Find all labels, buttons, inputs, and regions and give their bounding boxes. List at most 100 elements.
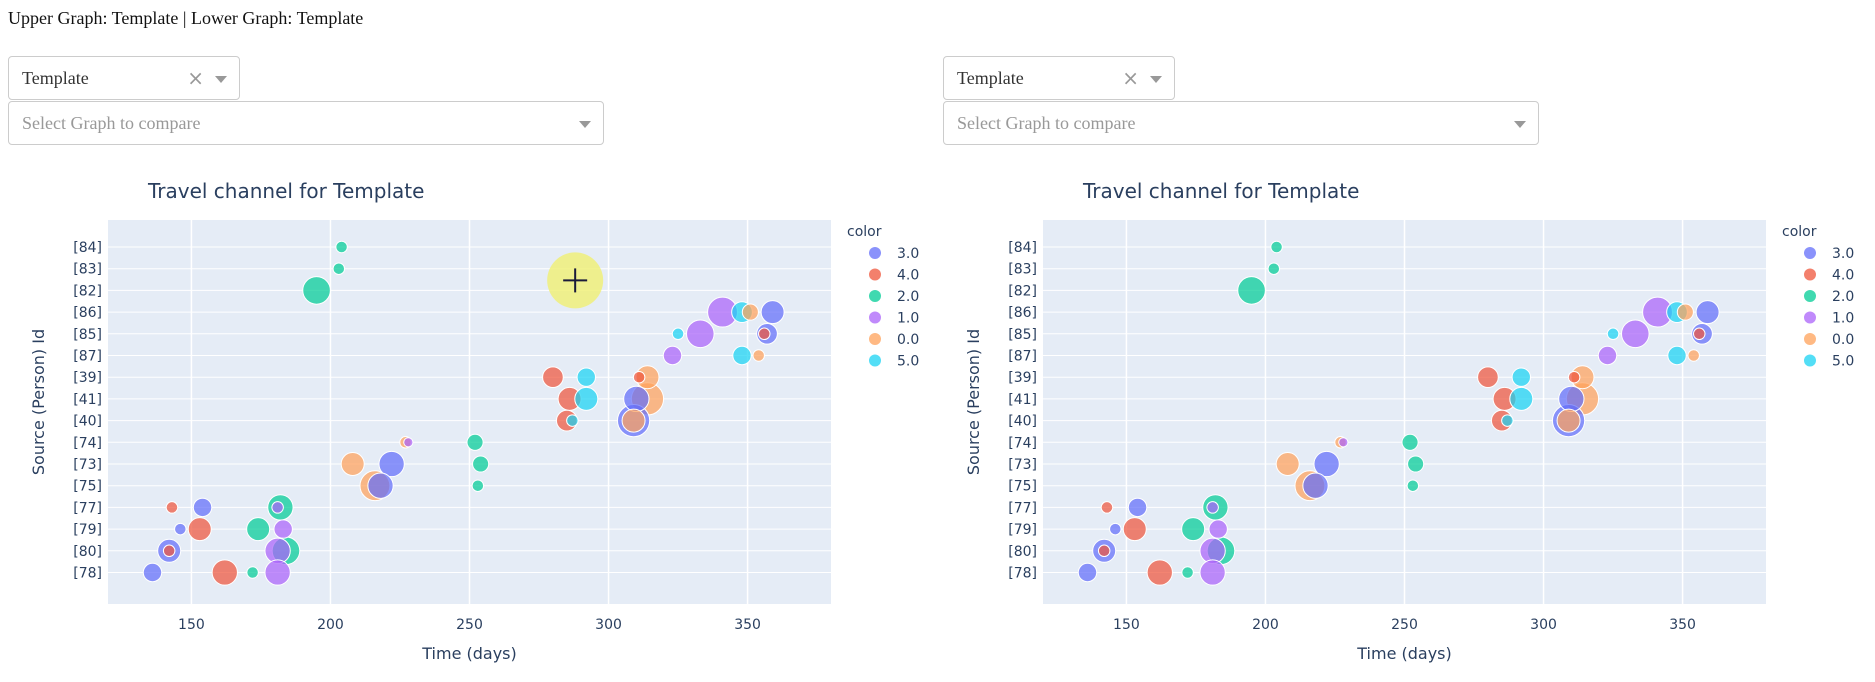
data-point[interactable] bbox=[1401, 433, 1419, 451]
data-point[interactable] bbox=[1208, 519, 1228, 539]
clear-icon[interactable]: × bbox=[187, 66, 204, 90]
data-point[interactable] bbox=[162, 544, 176, 558]
data-point[interactable] bbox=[1199, 559, 1226, 586]
data-point[interactable] bbox=[542, 366, 564, 389]
legend-label[interactable]: 2.0 bbox=[897, 289, 919, 305]
legend-label[interactable]: 4.0 bbox=[1832, 268, 1854, 284]
legend-marker[interactable] bbox=[869, 354, 881, 367]
chevron-down-icon[interactable] bbox=[579, 121, 591, 128]
data-point[interactable] bbox=[271, 501, 284, 514]
legend-label[interactable]: 0.0 bbox=[1832, 332, 1854, 348]
graph-select-dropdown[interactable]: Template × bbox=[943, 56, 1175, 100]
data-point[interactable] bbox=[1676, 303, 1694, 321]
data-point[interactable] bbox=[1181, 517, 1206, 542]
data-point[interactable] bbox=[1693, 327, 1706, 341]
legend-label[interactable]: 0.0 bbox=[897, 332, 919, 348]
data-point[interactable] bbox=[1181, 566, 1194, 579]
data-point[interactable] bbox=[367, 472, 394, 499]
scatter-chart-right[interactable]: Travel channel for Template [84] [83] [82] [… bbox=[935, 170, 1865, 670]
graph-select-dropdown[interactable]: Template × bbox=[8, 56, 240, 100]
legend-marker[interactable] bbox=[1804, 268, 1816, 281]
data-point[interactable] bbox=[1338, 437, 1349, 448]
legend-marker[interactable] bbox=[869, 333, 881, 345]
data-point[interactable] bbox=[1556, 408, 1581, 433]
data-point[interactable] bbox=[1695, 300, 1720, 325]
clear-icon[interactable]: × bbox=[1122, 66, 1139, 90]
data-point[interactable] bbox=[340, 452, 365, 476]
data-point[interactable] bbox=[302, 276, 331, 305]
data-point[interactable] bbox=[574, 386, 599, 411]
data-point[interactable] bbox=[1621, 319, 1650, 349]
legend-marker[interactable] bbox=[869, 290, 881, 302]
legend-marker[interactable] bbox=[1804, 290, 1816, 302]
data-point[interactable] bbox=[264, 559, 291, 586]
data-point[interactable] bbox=[1558, 385, 1585, 413]
chevron-down-icon[interactable] bbox=[1514, 121, 1526, 128]
legend-label[interactable]: 3.0 bbox=[897, 246, 919, 262]
data-point[interactable] bbox=[378, 450, 405, 478]
data-point[interactable] bbox=[246, 566, 259, 579]
data-point[interactable] bbox=[1567, 370, 1581, 384]
data-point[interactable] bbox=[192, 497, 213, 518]
data-point[interactable] bbox=[1407, 455, 1425, 473]
data-point[interactable] bbox=[403, 437, 414, 448]
data-point[interactable] bbox=[1687, 349, 1700, 362]
data-point[interactable] bbox=[1206, 501, 1219, 514]
data-point[interactable] bbox=[187, 517, 212, 542]
legend-label[interactable]: 4.0 bbox=[897, 268, 919, 284]
data-point[interactable] bbox=[1146, 559, 1173, 586]
data-point[interactable] bbox=[1270, 240, 1283, 254]
data-point[interactable] bbox=[1100, 501, 1114, 514]
data-point[interactable] bbox=[662, 345, 683, 366]
data-point[interactable] bbox=[1077, 562, 1098, 583]
data-point[interactable] bbox=[165, 501, 179, 514]
data-point[interactable] bbox=[1511, 367, 1531, 387]
data-point[interactable] bbox=[576, 367, 596, 387]
data-point[interactable] bbox=[1267, 262, 1281, 275]
data-point[interactable] bbox=[686, 319, 715, 349]
data-point[interactable] bbox=[332, 262, 346, 275]
data-point[interactable] bbox=[758, 327, 771, 341]
data-point[interactable] bbox=[142, 562, 163, 583]
legend-label[interactable]: 1.0 bbox=[1832, 311, 1854, 327]
legend-marker[interactable] bbox=[1804, 333, 1816, 345]
data-point[interactable] bbox=[472, 455, 490, 473]
data-point[interactable] bbox=[760, 300, 785, 325]
compare-graph-dropdown[interactable]: Select Graph to compare bbox=[8, 101, 604, 145]
data-point[interactable] bbox=[1097, 544, 1111, 558]
data-point[interactable] bbox=[1313, 450, 1340, 478]
data-point[interactable] bbox=[621, 408, 646, 433]
data-point[interactable] bbox=[632, 370, 646, 384]
data-point[interactable] bbox=[1122, 517, 1147, 542]
chevron-down-icon[interactable] bbox=[215, 76, 227, 83]
legend-marker[interactable] bbox=[869, 268, 881, 281]
data-point[interactable] bbox=[1237, 276, 1266, 305]
data-point[interactable] bbox=[273, 519, 293, 539]
data-point[interactable] bbox=[335, 240, 348, 254]
data-point[interactable] bbox=[566, 414, 579, 427]
legend-label[interactable]: 5.0 bbox=[1832, 354, 1854, 370]
data-point[interactable] bbox=[246, 517, 271, 542]
data-point[interactable] bbox=[1667, 345, 1687, 366]
scatter-chart-left[interactable]: Travel channel for Template [84] [83] [82] [… bbox=[0, 170, 930, 670]
legend-marker[interactable] bbox=[869, 311, 881, 324]
data-point[interactable] bbox=[741, 303, 759, 321]
data-point[interactable] bbox=[623, 385, 650, 413]
legend-marker[interactable] bbox=[1804, 311, 1816, 324]
data-point[interactable] bbox=[1275, 452, 1300, 476]
legend-label[interactable]: 5.0 bbox=[897, 354, 919, 370]
data-point[interactable] bbox=[1477, 366, 1499, 389]
data-point[interactable] bbox=[466, 433, 484, 451]
data-point[interactable] bbox=[671, 327, 685, 341]
data-point[interactable] bbox=[471, 479, 485, 492]
legend-label[interactable]: 1.0 bbox=[897, 311, 919, 327]
data-point[interactable] bbox=[1127, 497, 1148, 518]
data-point[interactable] bbox=[1509, 386, 1534, 411]
data-point[interactable] bbox=[732, 345, 752, 366]
data-point[interactable] bbox=[1406, 479, 1420, 492]
data-point[interactable] bbox=[752, 349, 765, 362]
data-point[interactable] bbox=[1597, 345, 1618, 366]
data-point[interactable] bbox=[1501, 414, 1514, 427]
legend-label[interactable]: 2.0 bbox=[1832, 289, 1854, 305]
chevron-down-icon[interactable] bbox=[1150, 76, 1162, 83]
